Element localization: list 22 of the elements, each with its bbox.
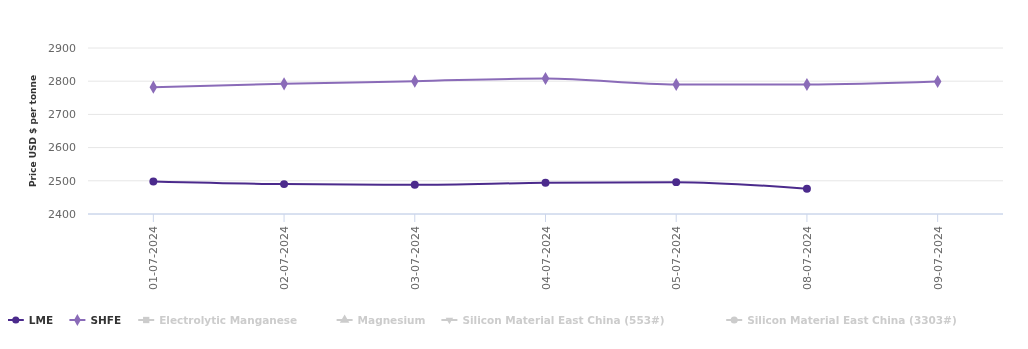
point: [672, 178, 681, 187]
y-axis-title: Price USD $ per tonne: [28, 74, 38, 188]
x-tick-label: 01-07-2024: [147, 226, 161, 290]
y-tick-label: 2900: [48, 41, 76, 55]
point: [149, 177, 158, 186]
legend-label: LME: [28, 313, 54, 326]
x-tick-label: 03-07-2024: [408, 226, 422, 290]
x-tick-label: 05-07-2024: [670, 226, 684, 290]
point: [410, 180, 419, 189]
x-tick-label: 04-07-2024: [539, 226, 553, 290]
point: [280, 180, 289, 189]
y-tick-label: 2600: [48, 141, 76, 155]
y-tick-label: 2500: [48, 174, 76, 188]
x-tick-label: 02-07-2024: [278, 226, 292, 290]
y-tick-label: 2700: [48, 108, 76, 122]
x-tick-label: 08-07-2024: [800, 226, 814, 290]
y-tick-label: 2800: [48, 75, 76, 89]
x-tick-label: 09-07-2024: [931, 226, 945, 290]
point: [541, 178, 550, 187]
y-tick-label: 2400: [48, 207, 76, 221]
point: [802, 184, 811, 193]
legend-label: SHFE: [90, 313, 122, 326]
